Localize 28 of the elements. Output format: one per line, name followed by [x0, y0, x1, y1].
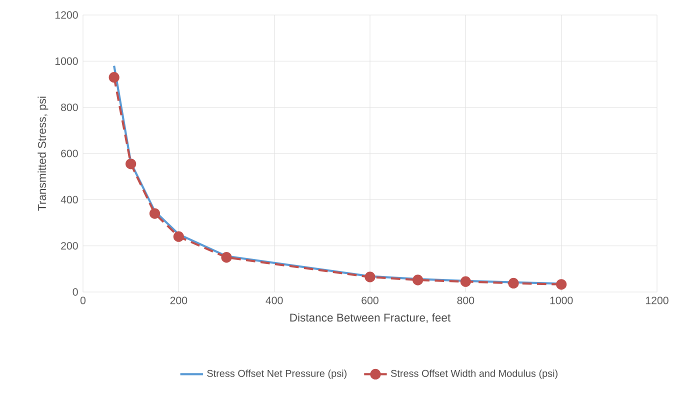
y-tick-label: 1200 [55, 11, 78, 19]
point [126, 158, 136, 170]
y-tick-label: 0 [72, 288, 78, 296]
x-tick-label: 600 [362, 296, 378, 304]
point [508, 278, 519, 289]
x-axis-title: Distance Between Fracture, feet [290, 313, 451, 323]
y-axis-title: Transmitted Stress, psi [38, 96, 48, 211]
point [221, 252, 232, 263]
x-tick-label: 800 [457, 296, 474, 304]
point [556, 279, 567, 290]
x-tick-label: 0 [80, 296, 86, 304]
y-tick-label: 400 [60, 196, 78, 204]
legend-label: Stress Offset Width and Modulus (psi) [390, 370, 558, 379]
point [412, 274, 424, 286]
x-tick-label: 1200 [646, 296, 668, 304]
legend-label: Stress Offset Net Pressure (psi) [207, 370, 347, 379]
x-tick-label: 200 [170, 296, 188, 304]
point [173, 231, 184, 242]
x-tick-label: 1000 [550, 296, 573, 304]
y-tick-label: 200 [61, 242, 78, 250]
y-tick-label: 600 [61, 150, 78, 158]
y-tick-label: 800 [61, 104, 78, 112]
x-tick-label: 400 [266, 296, 283, 304]
y-tick-label: 1000 [55, 57, 78, 65]
point [149, 208, 160, 219]
point [364, 272, 376, 282]
point [460, 276, 471, 287]
point [108, 72, 120, 83]
